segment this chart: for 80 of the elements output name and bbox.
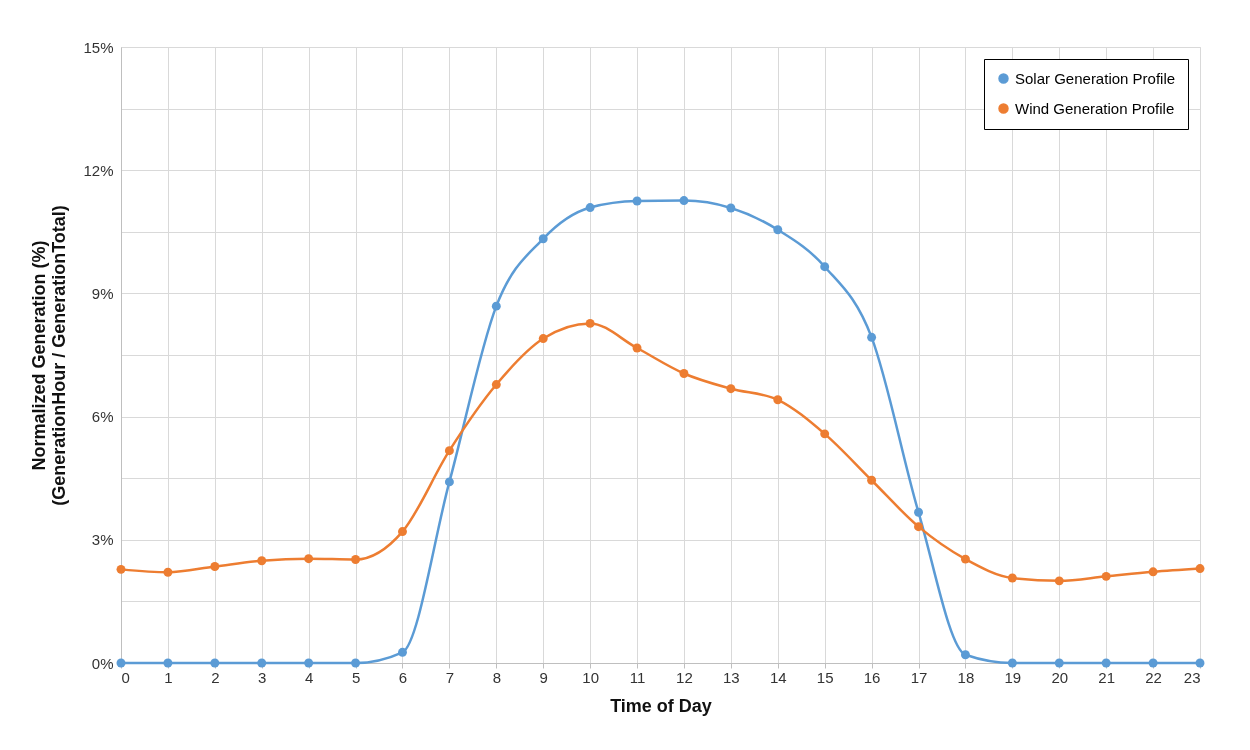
point bbox=[444, 477, 454, 487]
x-tick-label: 4 bbox=[304, 668, 314, 686]
point bbox=[679, 369, 689, 378]
x-tick-label: 18 bbox=[957, 668, 975, 686]
x-tick-label: 21 bbox=[1098, 668, 1116, 686]
point bbox=[257, 658, 267, 668]
x-tick-label: 3 bbox=[258, 668, 267, 686]
x-tick-label: 17 bbox=[910, 668, 928, 686]
point bbox=[820, 262, 830, 272]
point bbox=[163, 567, 173, 577]
point bbox=[304, 658, 314, 668]
x-tick-label: 6 bbox=[398, 668, 408, 686]
point bbox=[679, 196, 689, 206]
point bbox=[1007, 573, 1017, 583]
x-tick-label: 8 bbox=[492, 668, 501, 686]
x-tick-label: 9 bbox=[539, 668, 548, 686]
point bbox=[351, 555, 361, 564]
point bbox=[538, 334, 548, 344]
point bbox=[1148, 567, 1158, 577]
point bbox=[1101, 571, 1111, 581]
x-tick-label: 16 bbox=[863, 668, 881, 686]
x-tick-label: 13 bbox=[723, 668, 740, 686]
y-axis-title: Normalized Generation (%) (GenerationHour / GenerationTotal) bbox=[29, 205, 70, 506]
point bbox=[960, 650, 970, 660]
x-axis-title: Time of Day bbox=[610, 695, 712, 716]
legend-label: Solar Generation Profile bbox=[1015, 69, 1176, 87]
point bbox=[585, 203, 595, 213]
point bbox=[773, 225, 783, 235]
point bbox=[210, 562, 220, 571]
point bbox=[257, 556, 267, 566]
x-tick-label: 7 bbox=[445, 668, 455, 686]
point bbox=[867, 475, 877, 485]
x-tick-label: 19 bbox=[1004, 668, 1022, 686]
x-tick-label: 10 bbox=[582, 668, 599, 686]
point bbox=[773, 395, 783, 405]
x-tick-label: 1 bbox=[164, 668, 173, 686]
point bbox=[1101, 658, 1111, 668]
point bbox=[116, 564, 126, 574]
point bbox=[351, 658, 361, 668]
point bbox=[726, 203, 736, 213]
point bbox=[820, 429, 830, 439]
point bbox=[163, 658, 173, 668]
point bbox=[304, 554, 314, 564]
point bbox=[491, 301, 501, 311]
point bbox=[867, 332, 877, 342]
legend-label: Wind Generation Profile bbox=[1015, 99, 1175, 117]
point bbox=[1054, 576, 1064, 586]
point bbox=[1054, 658, 1064, 668]
point bbox=[914, 507, 923, 517]
y-tick-label: 6% bbox=[91, 408, 114, 426]
point bbox=[726, 384, 736, 394]
x-tick-label: 14 bbox=[769, 668, 787, 686]
point bbox=[398, 647, 407, 657]
x-tick-label: 11 bbox=[629, 668, 646, 686]
point bbox=[444, 446, 454, 456]
y-tick-label: 12% bbox=[83, 161, 114, 179]
point bbox=[585, 318, 595, 328]
y-tick-label: 9% bbox=[91, 284, 114, 302]
x-tick-label: 22 bbox=[1145, 668, 1162, 686]
point bbox=[1195, 564, 1205, 574]
y-tick-label: 0% bbox=[91, 654, 114, 672]
x-tick-label: 23 bbox=[1183, 668, 1201, 686]
point bbox=[491, 380, 501, 390]
point bbox=[632, 343, 642, 353]
point bbox=[632, 196, 642, 206]
point bbox=[538, 234, 548, 244]
point bbox=[914, 522, 923, 532]
point bbox=[210, 658, 220, 668]
x-tick-label: 5 bbox=[351, 668, 361, 686]
point bbox=[960, 554, 970, 564]
x-tick-label: 0 bbox=[121, 668, 130, 686]
x-tick-label: 12 bbox=[676, 668, 693, 686]
y-tick-label: 3% bbox=[91, 531, 114, 549]
x-tick-label: 20 bbox=[1051, 668, 1069, 686]
point bbox=[398, 527, 407, 537]
x-tick-label: 2 bbox=[211, 668, 220, 686]
x-tick-label: 15 bbox=[816, 668, 834, 686]
point bbox=[1148, 658, 1158, 668]
point bbox=[1007, 658, 1017, 668]
y-tick-label: 15% bbox=[83, 38, 114, 56]
